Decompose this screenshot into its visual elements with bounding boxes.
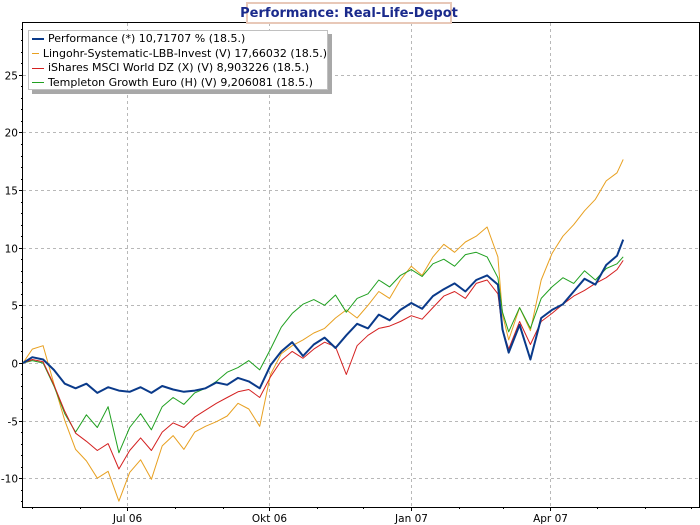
y-tick-label: 20 bbox=[5, 128, 18, 140]
legend-swatch bbox=[32, 67, 44, 69]
legend-entry: Performance (*) 10,71707 % (18.5.) bbox=[32, 32, 327, 47]
legend-label: Performance (*) 10,71707 % (18.5.) bbox=[48, 32, 246, 46]
legend-entry: Lingohr-Systematic-LBB-Invest (V) 17,660… bbox=[32, 47, 327, 62]
legend-entry: iShares MSCI World DZ (X) (V) 8,903226 (… bbox=[32, 61, 327, 76]
series-line-1 bbox=[22, 159, 624, 502]
legend-swatch bbox=[32, 53, 39, 55]
legend-swatch bbox=[32, 38, 44, 41]
y-tick-label: 10 bbox=[5, 244, 18, 256]
series-line-2 bbox=[22, 260, 624, 470]
legend-label: iShares MSCI World DZ (X) (V) 8,903226 (… bbox=[48, 61, 310, 75]
x-tick-label: Jul 06 bbox=[112, 513, 143, 525]
x-tick-label: Jan 07 bbox=[394, 513, 428, 525]
legend-label: Lingohr-Systematic-LBB-Invest (V) 17,660… bbox=[42, 46, 327, 60]
axes: -10 -5 0 5 10 15 20 25 Jul 06 Okt 06 Jan 07 Apr 07 bbox=[1, 29, 692, 525]
y-tick-label: 0 bbox=[11, 359, 18, 371]
y-tick-label: 25 bbox=[5, 71, 18, 83]
legend-label: Templeton Growth Euro (H) (V) 9,206081 (… bbox=[48, 75, 313, 89]
series-line-0 bbox=[22, 239, 625, 394]
y-tick-label: 5 bbox=[11, 301, 18, 313]
chart-title: Performance: Real-Life-Depot bbox=[240, 5, 458, 21]
grid-lines bbox=[23, 23, 699, 507]
x-tick-label: Apr 07 bbox=[533, 513, 568, 525]
plot-frame bbox=[22, 22, 700, 508]
legend-swatch bbox=[32, 82, 44, 84]
legend-entry: Templeton Growth Euro (H) (V) 9,206081 (… bbox=[32, 76, 327, 91]
y-tick-label: -5 bbox=[8, 417, 18, 429]
x-tick-label: Okt 06 bbox=[252, 513, 287, 525]
series-line-3 bbox=[22, 251, 624, 454]
legend: Performance (*) 10,71707 % (18.5.) Lingo… bbox=[28, 30, 328, 90]
series-lines bbox=[22, 159, 625, 502]
y-tick-label: 15 bbox=[5, 186, 18, 198]
chart-title-box: Performance: Real-Life-Depot bbox=[240, 2, 458, 24]
y-tick-label: -10 bbox=[1, 474, 18, 486]
